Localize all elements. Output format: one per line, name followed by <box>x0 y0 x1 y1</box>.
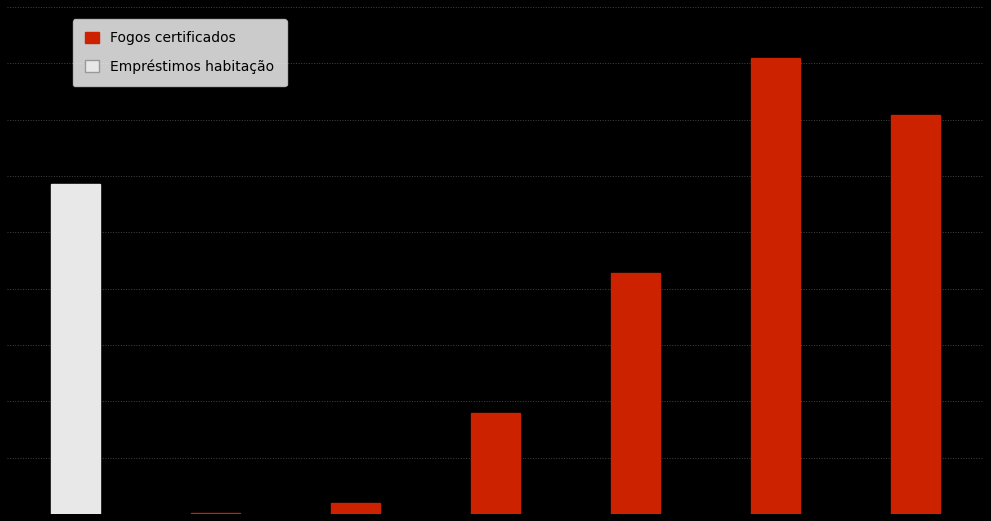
Bar <box>891 115 939 514</box>
Bar <box>52 184 100 514</box>
Bar <box>471 413 520 514</box>
Bar <box>610 273 660 514</box>
Bar <box>331 503 381 514</box>
Bar <box>191 513 240 514</box>
Bar <box>751 58 800 514</box>
Legend: Fogos certificados, Empréstimos habitação: Fogos certificados, Empréstimos habitaçã… <box>72 19 286 86</box>
